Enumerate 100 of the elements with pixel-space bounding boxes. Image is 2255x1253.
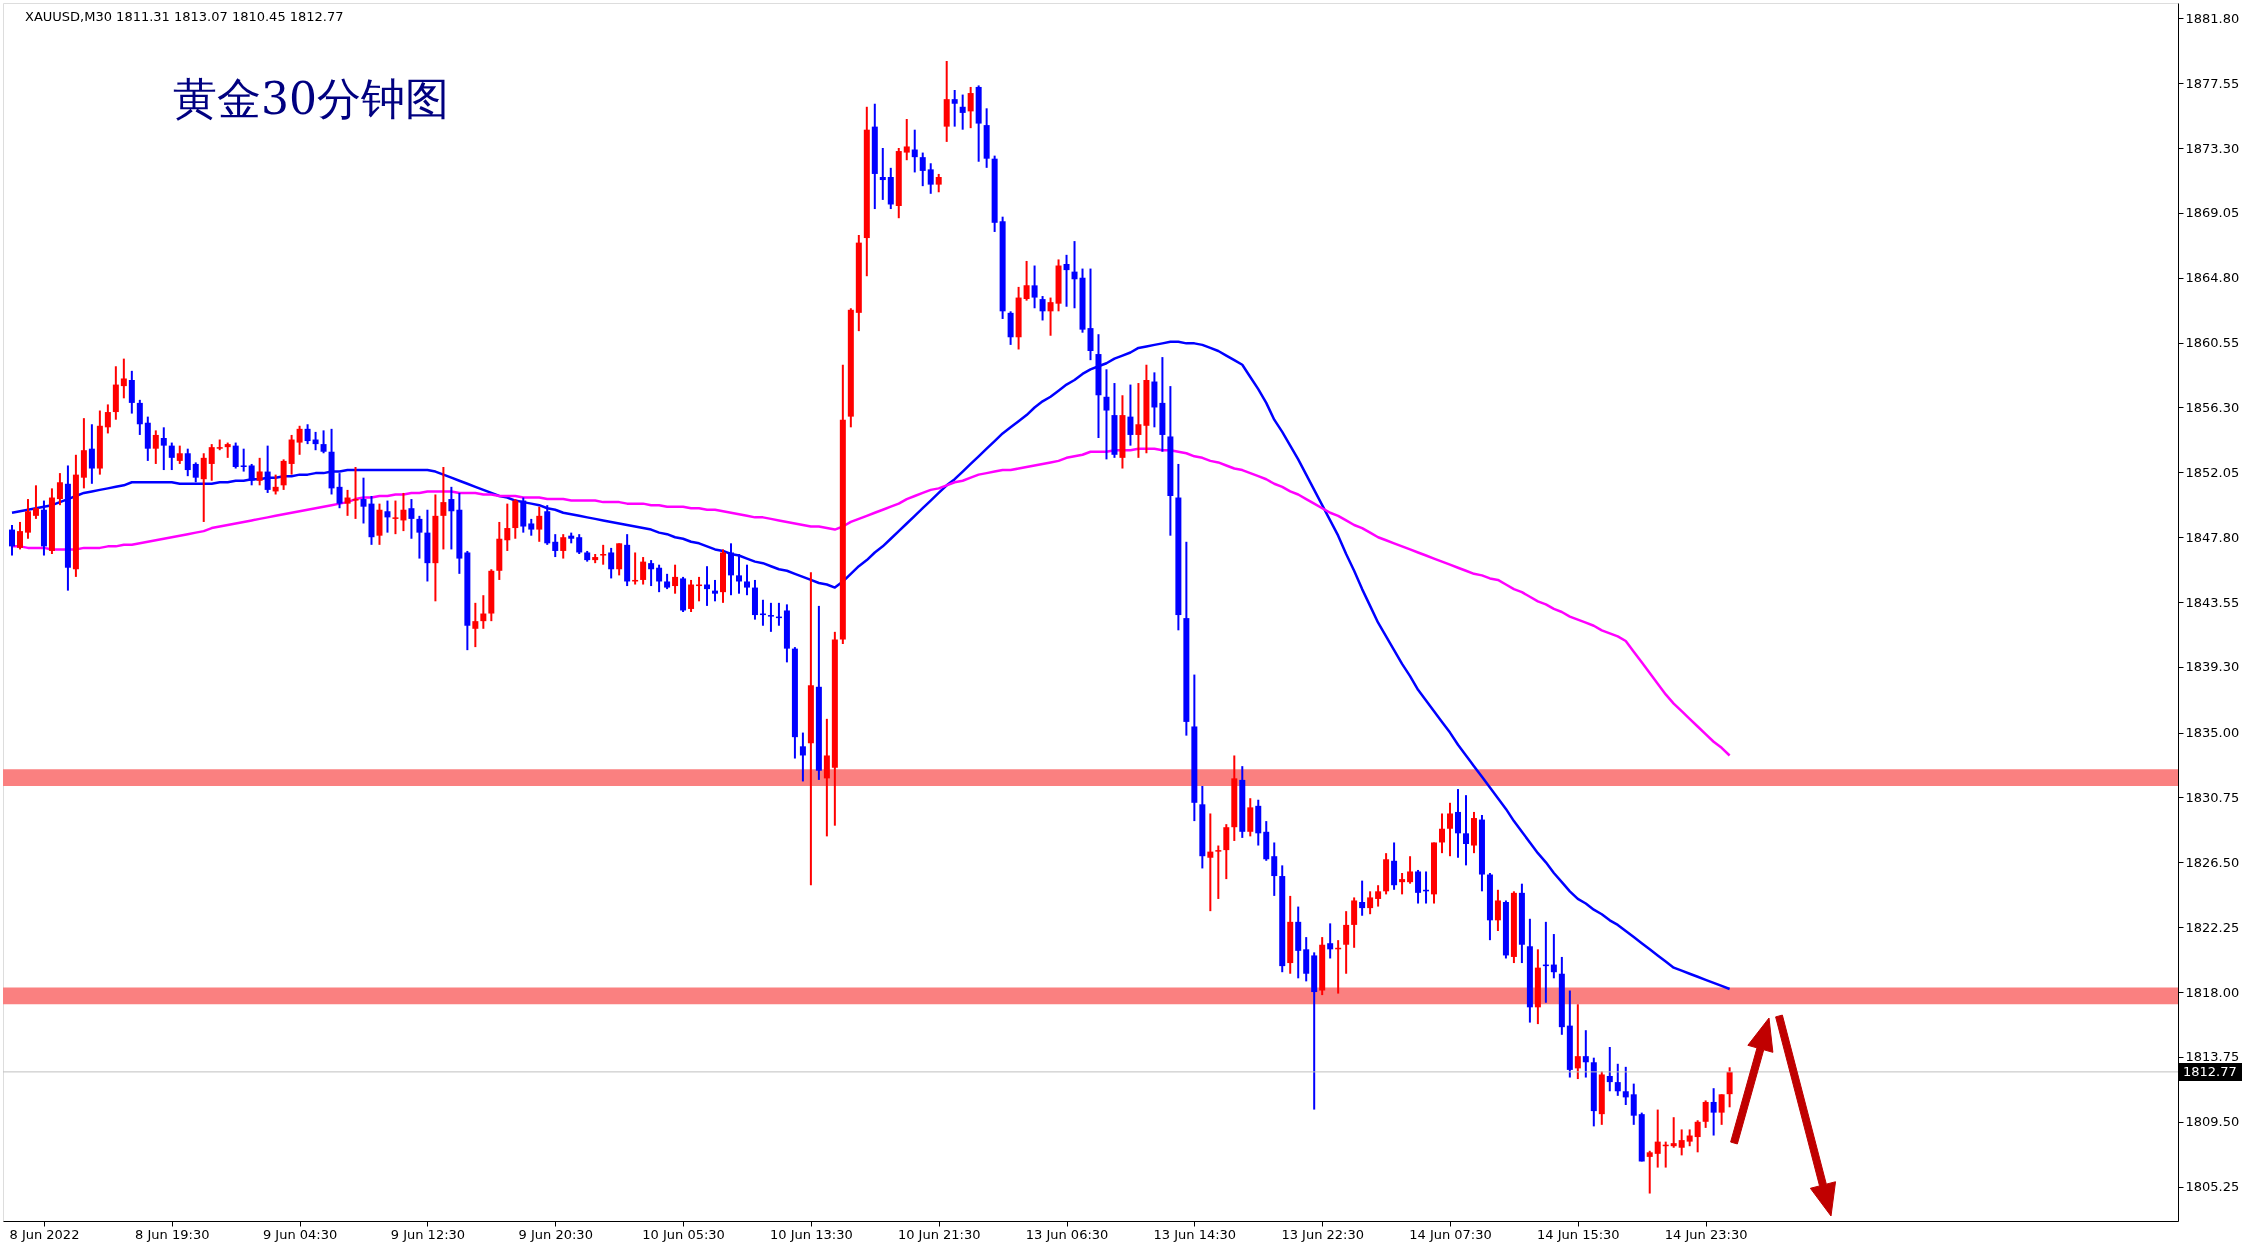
candlestick bbox=[1710, 1087, 1717, 1137]
candlestick bbox=[1678, 1128, 1685, 1157]
candlestick bbox=[672, 563, 679, 595]
ref-line-label: 1812.77 bbox=[2183, 1063, 2237, 1079]
y-tick-label: 1873.30 bbox=[2185, 140, 2240, 156]
candlestick bbox=[1063, 253, 1070, 308]
candlestick bbox=[560, 533, 567, 560]
candlestick bbox=[120, 357, 127, 400]
y-tick-label: 1818.00 bbox=[2185, 984, 2240, 1000]
text: XAUUSD,M30 1811.31 1813.07 1810.45 1812.77 bbox=[25, 9, 344, 24]
x-tick-label: 10 Jun 05:30 bbox=[642, 1226, 725, 1242]
candlestick bbox=[32, 484, 39, 520]
candlestick bbox=[136, 398, 143, 436]
x-tick-label: 9 Jun 04:30 bbox=[262, 1226, 338, 1242]
candlestick bbox=[1327, 922, 1334, 960]
candlestick bbox=[1071, 240, 1078, 310]
y-tick-label: 1860.55 bbox=[2185, 335, 2240, 351]
candlestick bbox=[1718, 1093, 1725, 1126]
candlestick bbox=[392, 499, 399, 536]
candlestick bbox=[1630, 1082, 1637, 1126]
y-tick-label: 1856.30 bbox=[2185, 399, 2240, 415]
candlestick bbox=[1694, 1119, 1701, 1154]
x-tick-label: 10 Jun 13:30 bbox=[770, 1226, 853, 1242]
candlestick bbox=[1550, 933, 1557, 980]
candlestick bbox=[480, 594, 487, 630]
candlestick bbox=[240, 447, 247, 473]
candlestick bbox=[935, 172, 942, 194]
candlestick bbox=[128, 369, 135, 415]
candlestick bbox=[951, 89, 958, 128]
candlestick bbox=[911, 128, 918, 174]
candlestick bbox=[1039, 295, 1046, 322]
candlestick bbox=[208, 443, 215, 482]
candlestick bbox=[1223, 823, 1230, 881]
candlestick bbox=[735, 553, 742, 595]
candlestick bbox=[1447, 801, 1453, 858]
y-tick-label: 1852.05 bbox=[2185, 464, 2240, 480]
y-tick-label: 1843.55 bbox=[2185, 594, 2240, 610]
candlestick bbox=[232, 441, 239, 470]
y-tick-label: 1869.05 bbox=[2185, 205, 2240, 221]
candlestick bbox=[1375, 884, 1382, 908]
candlestick bbox=[1103, 368, 1110, 461]
x-tick-label: 9 Jun 12:30 bbox=[390, 1226, 466, 1242]
candlestick bbox=[823, 717, 830, 838]
candlestick bbox=[1614, 1062, 1621, 1097]
candlestick bbox=[176, 444, 183, 465]
candlestick bbox=[1407, 855, 1414, 885]
candlestick bbox=[1415, 868, 1422, 905]
candlestick bbox=[160, 426, 167, 472]
x-tick-label: 14 Jun 23:30 bbox=[1664, 1226, 1748, 1242]
line-series bbox=[10, 447, 1731, 757]
candlestick bbox=[728, 542, 734, 597]
candlestick bbox=[656, 563, 663, 594]
candlestick bbox=[600, 543, 607, 566]
candlestick bbox=[1047, 296, 1054, 337]
candlestick bbox=[743, 563, 750, 597]
y-tick-label: 1839.30 bbox=[2185, 659, 2240, 675]
candlestick bbox=[104, 403, 111, 435]
candlestick bbox=[576, 533, 583, 555]
candlestick bbox=[256, 456, 263, 487]
candlestick bbox=[1494, 888, 1501, 932]
candlestick bbox=[1127, 383, 1134, 447]
candlestick bbox=[1359, 879, 1366, 917]
candlestick bbox=[384, 499, 391, 534]
candlestick bbox=[1087, 267, 1094, 362]
candlestick bbox=[504, 502, 511, 552]
x-tick-label: 14 Jun 15:30 bbox=[1537, 1226, 1620, 1242]
candlestick bbox=[264, 444, 271, 494]
candlestick bbox=[1582, 1029, 1589, 1079]
candlestick bbox=[1606, 1046, 1613, 1093]
y-tick-label: 1809.50 bbox=[2185, 1114, 2240, 1130]
candlestick bbox=[472, 601, 479, 649]
y-tick-label: 1881.80 bbox=[2185, 10, 2240, 26]
candlestick bbox=[1462, 794, 1469, 867]
candlestick bbox=[88, 423, 95, 485]
candlestick bbox=[1726, 1066, 1733, 1109]
x-tick-label: 8 Jun 19:30 bbox=[135, 1226, 210, 1242]
candlestick bbox=[1702, 1099, 1709, 1129]
candlestick bbox=[344, 488, 351, 517]
y-tick-label: 1813.75 bbox=[2185, 1049, 2240, 1065]
candlestick bbox=[1654, 1108, 1661, 1169]
candlestick bbox=[1343, 910, 1350, 975]
candlestick bbox=[767, 601, 774, 633]
candlestick bbox=[712, 578, 719, 603]
candlestick bbox=[799, 731, 806, 783]
y-tick-label: 1830.75 bbox=[2185, 789, 2240, 805]
x-tick-label: 9 Jun 20:30 bbox=[518, 1226, 593, 1242]
y-tick-label: 1822.25 bbox=[2185, 919, 2240, 935]
candlestick bbox=[56, 472, 63, 507]
candlestick bbox=[168, 441, 175, 472]
y-tick-label: 1805.25 bbox=[2185, 1179, 2240, 1195]
candlestick bbox=[200, 452, 207, 523]
candlestick bbox=[552, 533, 559, 559]
candlestick bbox=[1670, 1116, 1677, 1149]
x-tick-label: 13 Jun 06:30 bbox=[1025, 1226, 1109, 1242]
x-tick-label: 13 Jun 14:30 bbox=[1153, 1226, 1237, 1242]
candlestick bbox=[184, 447, 191, 478]
candlestick bbox=[8, 524, 15, 557]
candlestick bbox=[608, 546, 615, 580]
candlestick bbox=[903, 118, 910, 162]
candlestick bbox=[1271, 841, 1278, 897]
